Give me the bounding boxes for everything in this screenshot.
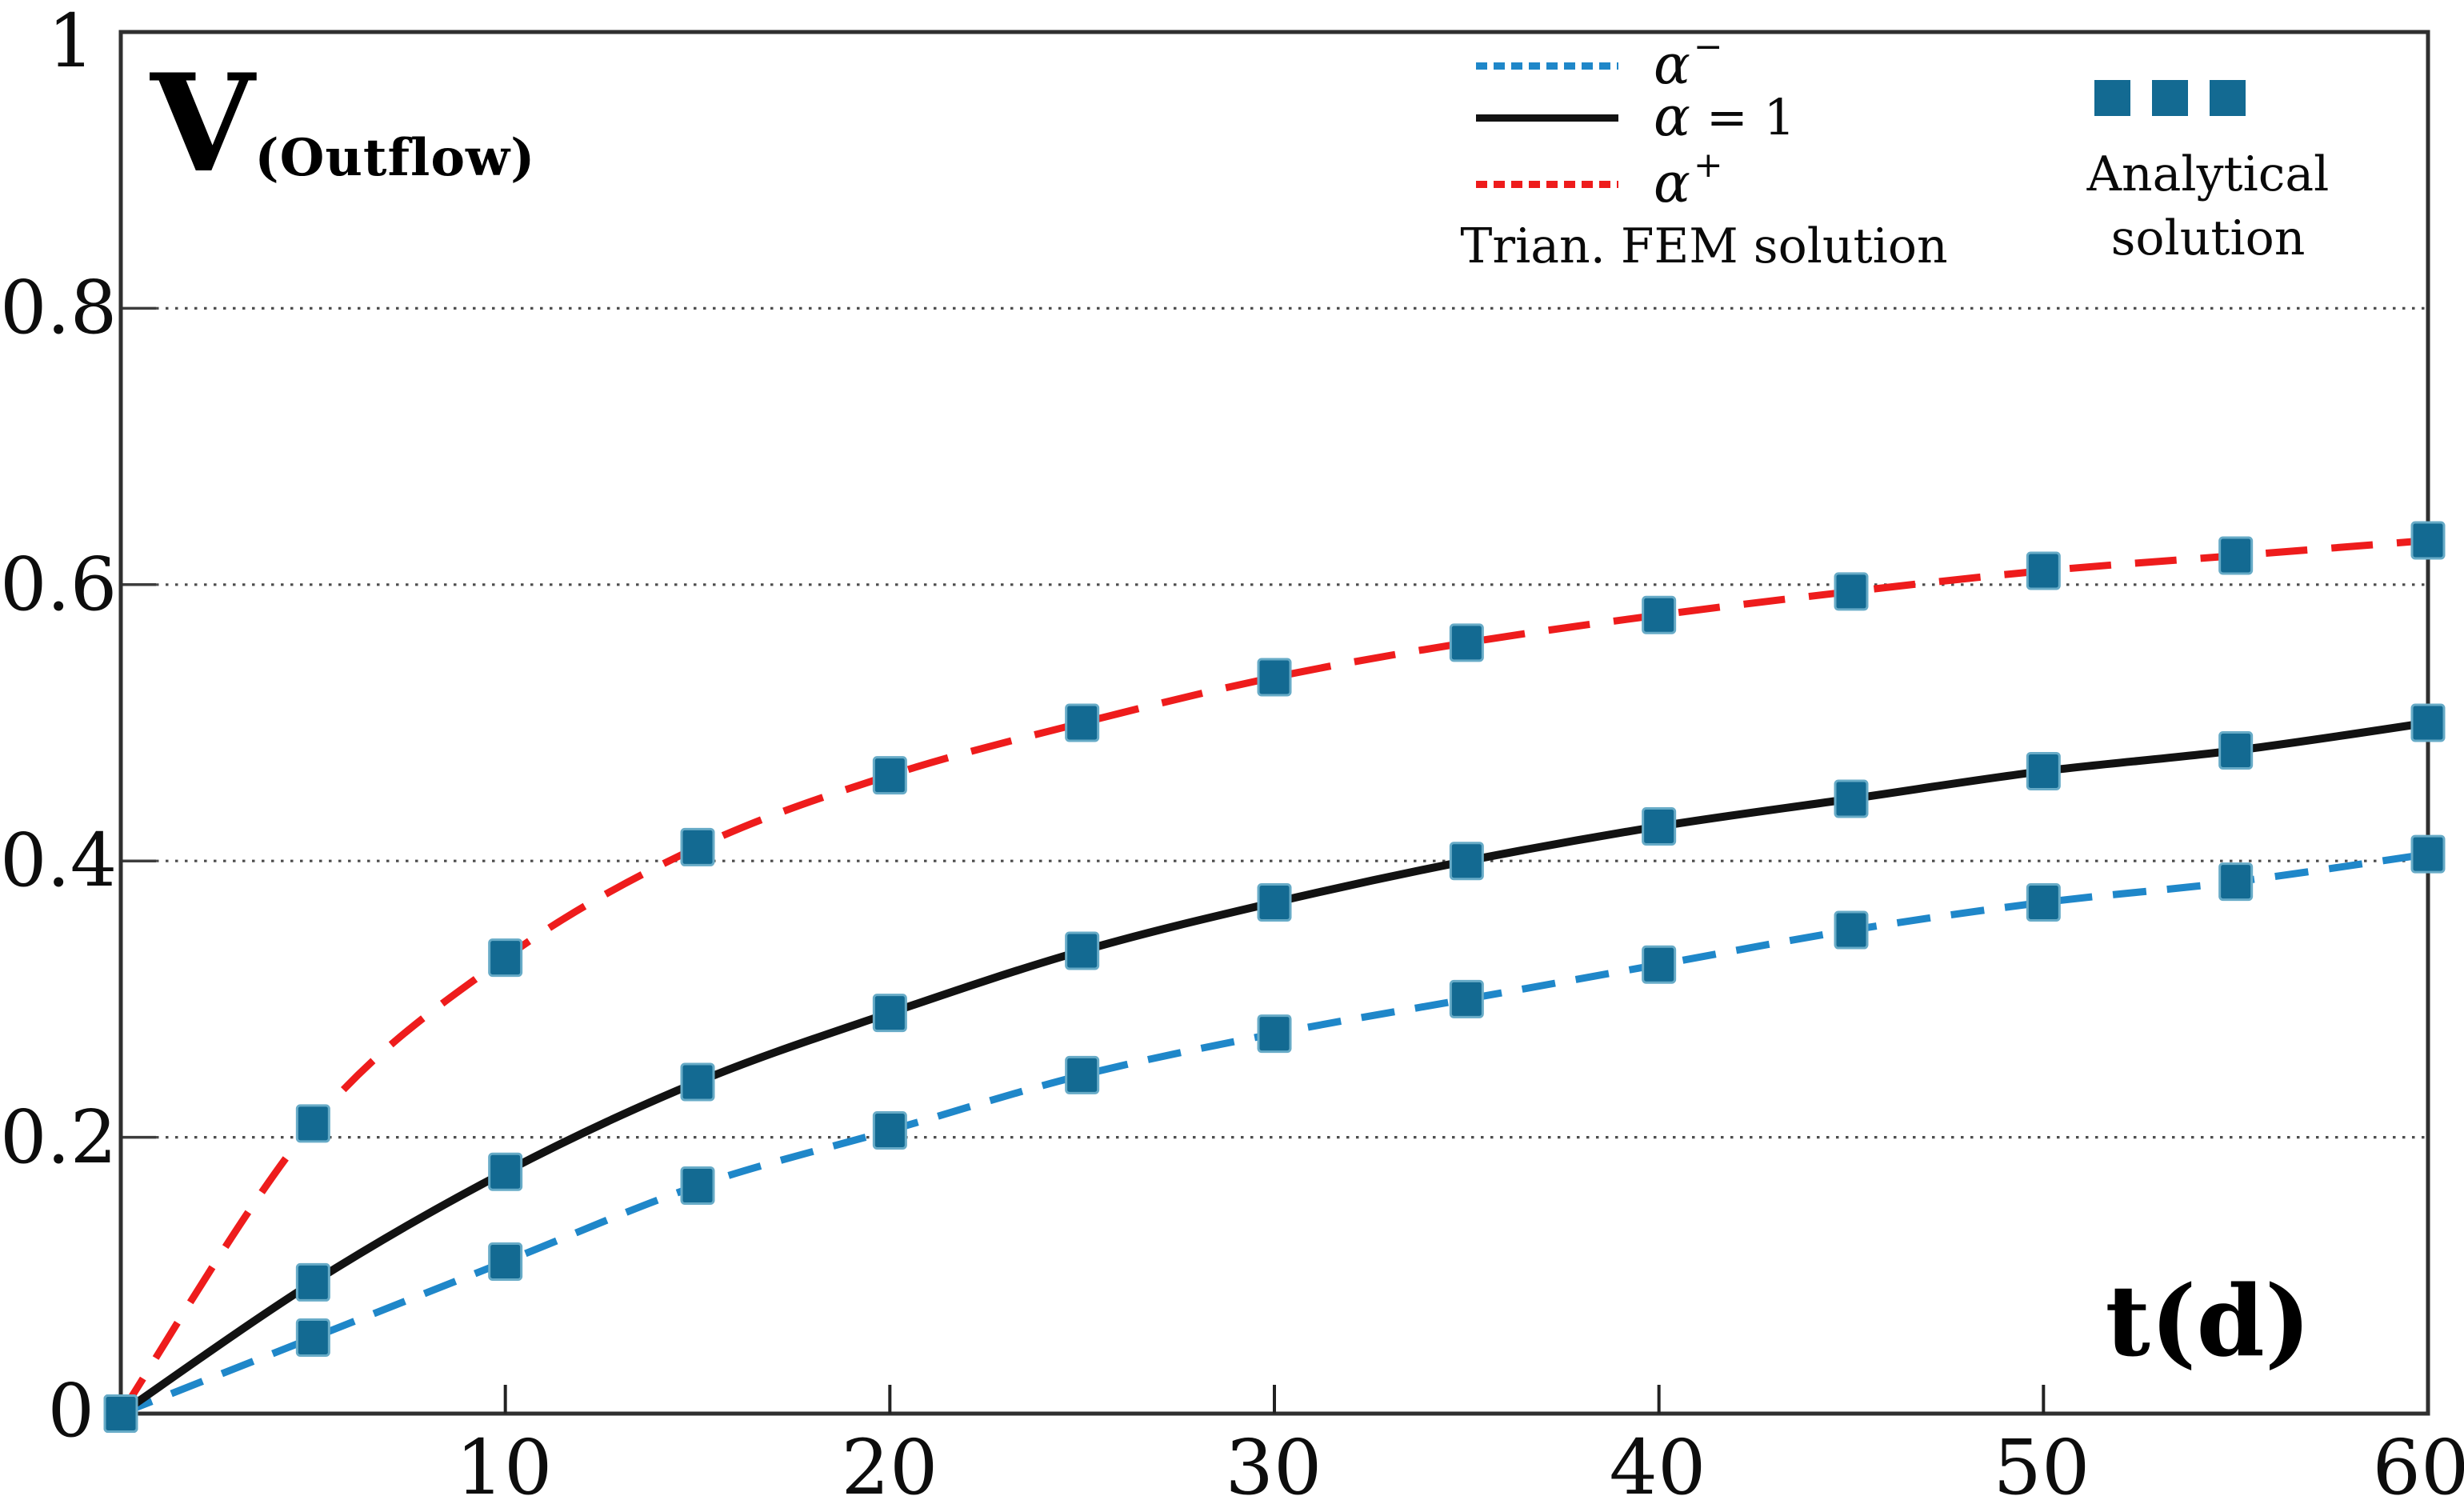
- analytical-marker: [2218, 536, 2254, 575]
- legend-label-alpha-1-eq: = 1: [1706, 88, 1796, 146]
- legend-label-alpha-1: α: [1654, 86, 1690, 149]
- y-tick-label-0-6: 0.6: [0, 542, 118, 627]
- analytical-marker: [295, 1104, 330, 1143]
- legend-label-alpha-plus-sup: +: [1693, 144, 1723, 186]
- analytical-marker: [2410, 834, 2446, 874]
- analytical-marker: [2218, 862, 2254, 902]
- analytical-marker: [2218, 731, 2254, 770]
- grid-layer: [121, 306, 2428, 1139]
- analytical-marker: [1449, 842, 1484, 881]
- y-axis-title-subscript: (Outflow): [254, 128, 536, 188]
- y-axis-title-main: V: [150, 44, 255, 202]
- analytical-marker: [103, 1394, 138, 1433]
- analytical-marker: [1065, 1055, 1100, 1094]
- legend-label-alpha-plus: α: [1654, 152, 1690, 215]
- analytical-marker: [1065, 703, 1100, 742]
- analytical-marker: [1257, 1014, 1292, 1054]
- analytical-marker: [488, 938, 523, 978]
- analytical-marker: [1642, 595, 1677, 634]
- legend-caption-fem: Trian. FEM solution: [1460, 218, 1948, 274]
- analytical-marker: [1449, 623, 1484, 662]
- analytical-marker: [872, 756, 907, 795]
- y-tick-label-0: 0: [47, 1368, 94, 1454]
- x-tick-label-10: 10: [455, 1424, 553, 1504]
- x-tick-marks: [503, 1385, 2046, 1414]
- legend-swatch-alpha-1-solid-line: [1476, 114, 1618, 122]
- y-tick-label-0-4: 0.4: [0, 818, 118, 903]
- analytical-marker: [1257, 883, 1292, 922]
- analytical-marker: [2026, 751, 2061, 790]
- analytical-marker: [1257, 658, 1292, 697]
- analytical-marker: [1065, 931, 1100, 970]
- legend-square-marker-icon: [2094, 80, 2130, 116]
- analytical-marker: [2026, 551, 2061, 590]
- legend-swatch-alpha-minus-dashed-line: [1476, 62, 1618, 70]
- analytical-marker: [680, 1166, 715, 1206]
- analytical-marker: [295, 1262, 330, 1302]
- analytical-marker: [1834, 779, 1869, 818]
- legend-swatch-alpha-plus-dashed-line: [1476, 180, 1618, 188]
- analytical-markers: [103, 521, 2446, 1433]
- analytical-marker: [1449, 979, 1484, 1018]
- x-tick-label-40: 40: [1609, 1424, 1706, 1504]
- y-tick-label-0-2: 0.2: [0, 1094, 118, 1180]
- legend-caption-analytical-line2: solution: [2110, 210, 2306, 266]
- x-tick-label-50: 50: [1993, 1424, 2090, 1504]
- x-axis-title: t(d): [2105, 1263, 2311, 1378]
- analytical-marker: [1834, 572, 1869, 611]
- x-tick-label-20: 20: [841, 1424, 938, 1504]
- legend-label-alpha-minus-sup: −: [1693, 26, 1723, 67]
- legend-square-marker-icon: [2152, 80, 2188, 116]
- analytical-marker: [680, 827, 715, 866]
- x-tick-label-30: 30: [1225, 1424, 1322, 1504]
- analytical-marker: [1642, 945, 1677, 984]
- legend-item-alpha-1: α = 1: [1476, 90, 1795, 146]
- analytical-marker: [872, 994, 907, 1033]
- analytical-marker: [1834, 910, 1869, 950]
- analytical-marker: [680, 1062, 715, 1102]
- analytical-marker: [2410, 521, 2446, 560]
- analytical-marker: [488, 1152, 523, 1191]
- analytical-marker: [2410, 703, 2446, 742]
- x-tick-label-60: 60: [2372, 1424, 2464, 1504]
- legend-label-alpha-minus: α: [1654, 34, 1690, 97]
- legend-caption-analytical-line1: Analytical: [2086, 146, 2330, 202]
- y-tick-label-1: 1: [47, 0, 94, 84]
- legend-analytical-markers: [2094, 80, 2246, 116]
- analytical-marker: [2026, 883, 2061, 922]
- analytical-marker: [1642, 807, 1677, 846]
- analytical-marker: [295, 1318, 330, 1358]
- analytical-marker: [488, 1242, 523, 1282]
- legend-item-alpha-minus: α −: [1476, 26, 1723, 97]
- legend-square-marker-icon: [2210, 80, 2246, 116]
- legend-item-alpha-plus: α +: [1476, 145, 1723, 215]
- y-tick-label-0-8: 0.8: [0, 265, 118, 350]
- y-axis-title: V (Outflow): [150, 56, 535, 190]
- analytical-marker: [872, 1110, 907, 1150]
